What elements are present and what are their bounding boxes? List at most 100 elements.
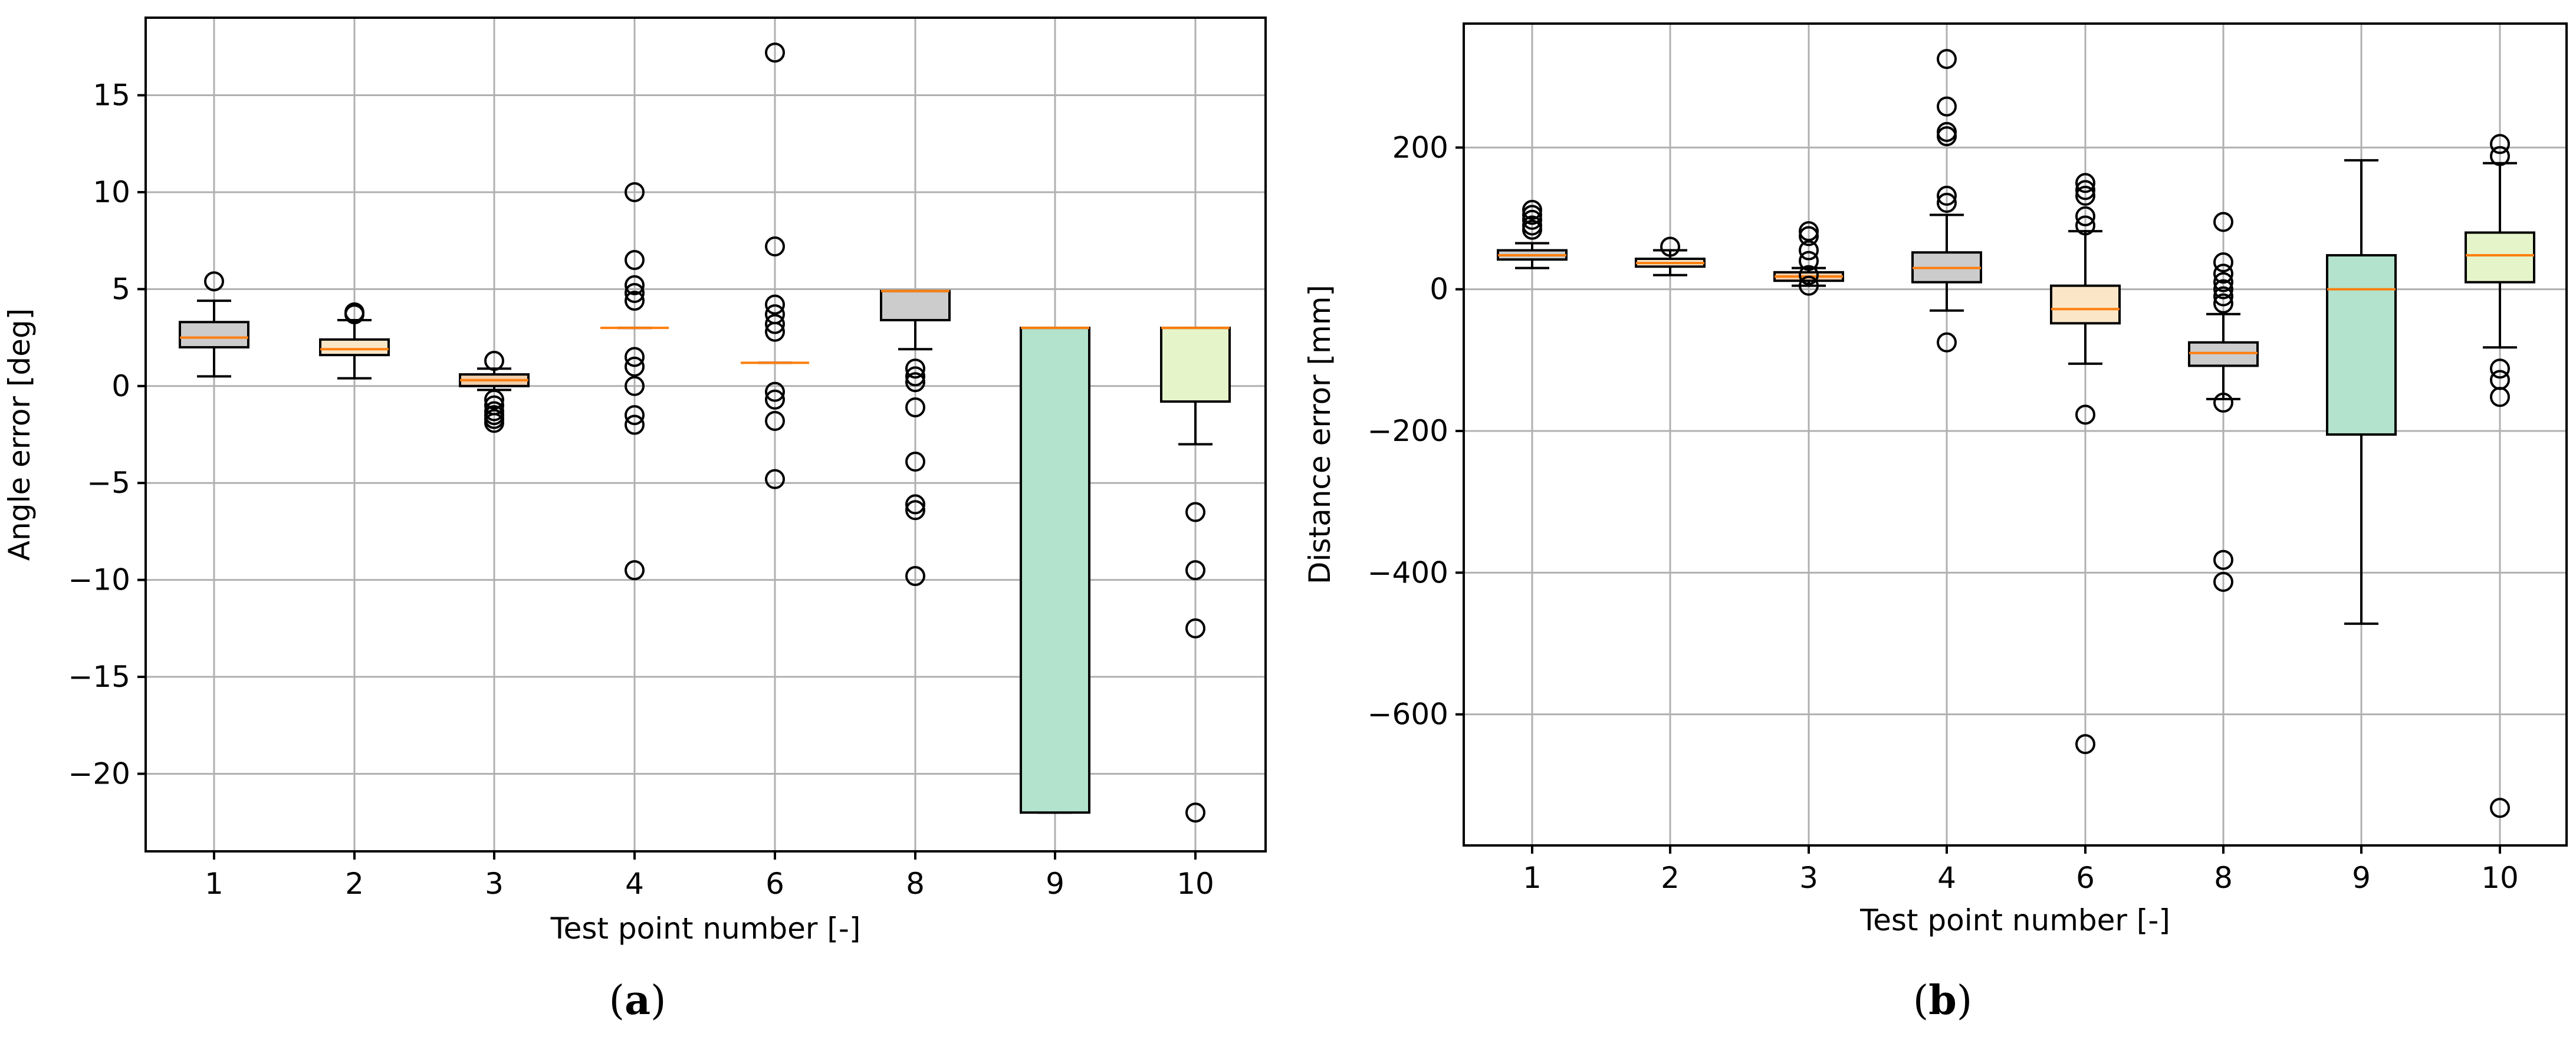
outlier-point: [1799, 275, 1819, 296]
outlier-point: [905, 500, 925, 521]
box-body: [1020, 327, 1090, 814]
x-tick-label: 1: [205, 867, 224, 901]
x-axis-label: Test point number [-]: [1859, 903, 2170, 937]
outlier-point: [1522, 205, 1542, 225]
y-axis-label: Angle error [deg]: [2, 308, 37, 561]
outlier-point: [625, 356, 645, 377]
outlier-point: [2075, 173, 2095, 193]
y-tick-label: 0: [111, 369, 130, 403]
outlier-point: [905, 494, 925, 515]
panel-label-letter: b: [1928, 977, 1957, 1024]
outlier-point: [765, 314, 785, 334]
outlier-point: [204, 271, 224, 292]
outlier-point: [905, 397, 925, 417]
outlier-point: [625, 376, 645, 396]
outlier-point: [1660, 236, 1680, 257]
box-8: [880, 289, 951, 587]
box-3: [1773, 221, 1844, 296]
box-9: [1020, 327, 1090, 814]
outlier-point: [1185, 802, 1205, 823]
outlier-point: [2213, 286, 2233, 307]
x-tick-label: 1: [1523, 861, 1542, 895]
outlier-point: [2490, 146, 2510, 166]
outlier-point: [765, 381, 785, 402]
x-tick-label: 2: [345, 867, 364, 901]
box-body: [2050, 284, 2121, 325]
x-tick-label: 10: [1177, 867, 1214, 901]
x-tick-label: 2: [1661, 861, 1680, 895]
outlier-point: [2075, 734, 2095, 755]
x-tick-label: 8: [906, 867, 925, 901]
x-tick-label: 6: [765, 867, 784, 901]
outlier-point: [484, 413, 504, 433]
outlier-point: [905, 358, 925, 379]
outlier-point: [484, 389, 504, 410]
grid: [146, 18, 1266, 851]
panel-a-angle-error-chart: 15 10 5 0 −5 −10 −15 −20 1 2 3 4 6 8 9 10 Test point num…: [2, 17, 1267, 1024]
x-tick-label: 9: [1046, 867, 1064, 901]
outlier-point: [1799, 251, 1819, 271]
box-2: [1635, 236, 1706, 277]
outlier-point: [765, 410, 785, 431]
y-tick-label: −400: [1368, 555, 1448, 590]
x-tick-label: 4: [1937, 861, 1956, 895]
x-axis-label: Test point number [-]: [550, 911, 861, 946]
y-tick-label: −20: [68, 756, 130, 791]
y-tick-label: −200: [1368, 414, 1448, 448]
outlier-point: [625, 405, 645, 426]
outlier-point: [2213, 264, 2233, 284]
box-10: [1160, 327, 1231, 823]
panel-label-letter: a: [625, 977, 650, 1024]
x-tick-label: 10: [2481, 861, 2519, 895]
y-tick-label: 5: [111, 272, 130, 306]
outlier-point: [905, 452, 925, 472]
outlier-point: [2213, 279, 2233, 300]
outlier-point: [2075, 206, 2095, 226]
outlier-point: [625, 250, 645, 271]
y-axis-label: Distance error [mm]: [1303, 285, 1337, 584]
outlier-point: [625, 347, 645, 367]
outlier-point: [765, 389, 785, 410]
outlier-point: [1937, 186, 1957, 206]
outlier-point: [1937, 332, 1957, 353]
axes-frame: [144, 17, 1267, 853]
box-1: [179, 271, 249, 378]
outlier-point: [1522, 200, 1542, 220]
outlier-point: [1522, 219, 1542, 240]
axes-frame: [1463, 22, 2568, 847]
outlier-point: [2075, 186, 2095, 206]
panel-label-open-paren: (: [609, 978, 625, 1024]
grid: [1464, 24, 2567, 845]
outlier-point: [484, 351, 504, 371]
outlier-point: [905, 366, 925, 387]
x-tick-label: 3: [485, 867, 504, 901]
y-tick-label: −600: [1368, 697, 1448, 732]
outlier-point: [765, 294, 785, 315]
outlier-point: [2075, 404, 2095, 425]
outlier-point: [2213, 212, 2233, 232]
outlier-point: [625, 275, 645, 295]
outlier-point: [905, 566, 925, 587]
outlier-point: [2490, 798, 2510, 818]
y-tick-label: 10: [93, 175, 130, 209]
box-8: [2188, 212, 2259, 592]
outlier-point: [2213, 293, 2233, 314]
outlier-point: [1937, 49, 1957, 70]
x-tick-label: 9: [2352, 861, 2371, 895]
box-2: [319, 302, 390, 380]
outlier-point: [625, 182, 645, 202]
outlier-point: [1799, 265, 1819, 285]
outlier-point: [1937, 193, 1957, 213]
outlier-point: [1799, 221, 1819, 242]
outlier-point: [2490, 134, 2510, 154]
y-tick-label: 0: [1430, 272, 1448, 307]
box-body: [880, 289, 951, 321]
y-tick-label: −10: [68, 563, 130, 597]
outlier-point: [1185, 502, 1205, 522]
outlier-point: [2213, 252, 2233, 272]
outlier-point: [2075, 215, 2095, 236]
x-tick-label: 3: [1799, 861, 1818, 895]
panel-label-open-paren: (: [1913, 978, 1929, 1024]
outlier-point: [2213, 549, 2233, 570]
outlier-point: [1185, 560, 1205, 581]
